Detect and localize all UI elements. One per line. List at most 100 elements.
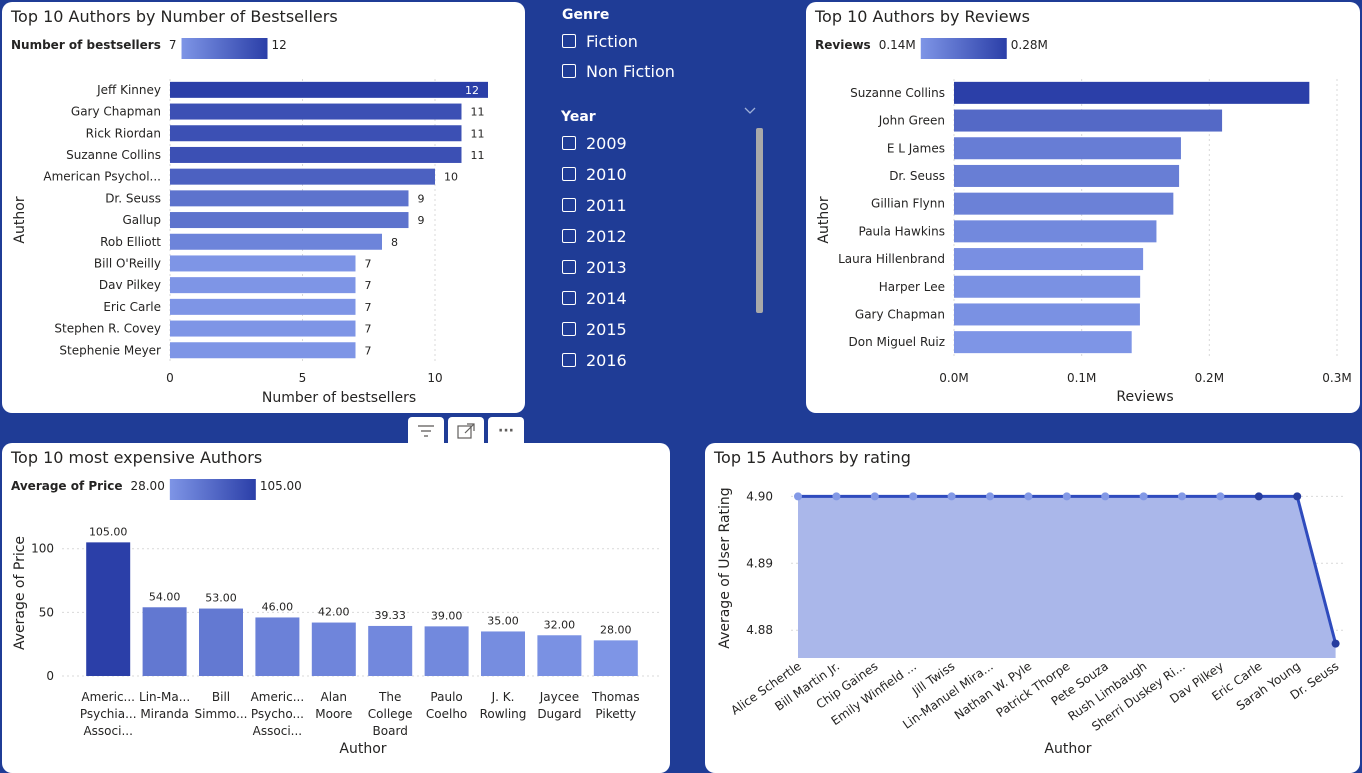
category-label: The: [378, 690, 401, 704]
legend-gradient: [169, 479, 256, 500]
category-label: Jaycee: [539, 690, 579, 704]
year-label-2012: 2012: [586, 226, 627, 246]
category-label: Lin-Ma...: [139, 690, 190, 704]
year-option-2016[interactable]: 2016: [562, 348, 627, 372]
checkbox-non-fiction[interactable]: [562, 64, 576, 78]
checkbox-2010[interactable]: [562, 167, 576, 181]
legend-gradient: [920, 38, 1007, 59]
data-label: 39.00: [431, 609, 463, 622]
year-slicer-scrollbar[interactable]: [756, 128, 763, 313]
category-label: Associ...: [253, 724, 302, 738]
y-tick-label: 50: [39, 605, 54, 619]
bar: [170, 342, 356, 359]
x-axis-title: Reviews: [1116, 389, 1173, 405]
year-option-2013[interactable]: 2013: [562, 255, 627, 279]
category-label: Simmo...: [195, 707, 248, 721]
category-label: Gallup: [122, 213, 161, 227]
category-label: Psychia...: [80, 707, 137, 721]
chart-title: Top 15 Authors by rating: [713, 448, 911, 467]
bar: [537, 635, 582, 676]
category-label: American Psychol...: [43, 170, 161, 184]
year-option-2015[interactable]: 2015: [562, 317, 627, 341]
category-label: Board: [373, 724, 408, 738]
y-tick-label: 100: [31, 542, 54, 556]
filter-button[interactable]: [408, 417, 444, 445]
year-option-2011[interactable]: 2011: [562, 193, 627, 217]
data-label: 11: [471, 127, 485, 140]
x-tick-label: 0.1M: [1067, 371, 1096, 385]
more-options-button[interactable]: ···: [488, 417, 524, 445]
data-point: [1178, 492, 1186, 501]
bar: [368, 625, 413, 676]
bar: [954, 192, 1174, 215]
category-label: College: [368, 707, 413, 721]
category-label: Miranda: [140, 707, 189, 721]
checkbox-2009[interactable]: [562, 136, 576, 150]
data-label: 12: [465, 84, 479, 97]
bar: [954, 137, 1181, 160]
checkbox-2012[interactable]: [562, 229, 576, 243]
data-point: [794, 492, 802, 501]
chart-title: Top 10 Authors by Number of Bestsellers: [10, 7, 338, 26]
genre-option-fiction[interactable]: Fiction: [562, 29, 638, 53]
data-label: 46.00: [262, 600, 294, 613]
category-label: E L James: [887, 141, 945, 155]
data-point: [1024, 492, 1033, 501]
bar: [954, 331, 1132, 354]
year-option-2012[interactable]: 2012: [562, 224, 627, 248]
year-option-2014[interactable]: 2014: [562, 286, 627, 310]
data-label: 54.00: [149, 590, 181, 603]
bar: [424, 626, 469, 676]
data-label: 28.00: [600, 623, 632, 636]
checkbox-fiction[interactable]: [562, 34, 576, 48]
category-label: Piketty: [595, 707, 636, 721]
bar: [481, 631, 525, 676]
y-tick-label: 4.89: [746, 556, 773, 570]
legend-label: Reviews: [815, 38, 871, 52]
category-label: Associ...: [83, 724, 132, 738]
category-label: Psycho...: [251, 707, 304, 721]
bar: [170, 146, 462, 163]
legend-label: Average of Price: [11, 479, 122, 493]
checkbox-2015[interactable]: [562, 322, 576, 336]
focus-mode-icon: [457, 423, 475, 439]
year-option-2010[interactable]: 2010: [562, 162, 627, 186]
category-label: Gillian Flynn: [871, 197, 945, 211]
price-chart: Top 10 most expensive Authors Average of …: [10, 448, 662, 757]
focus-mode-button[interactable]: [448, 417, 484, 445]
legend-min-label: 0.14M: [879, 38, 916, 52]
x-tick-label: 0.0M: [939, 371, 968, 385]
genre-option-non-fiction[interactable]: Non Fiction: [562, 59, 675, 83]
checkbox-2014[interactable]: [562, 291, 576, 305]
more-options-icon: ···: [498, 423, 514, 439]
bar: [954, 248, 1144, 271]
bar: [954, 303, 1140, 326]
checkbox-2013[interactable]: [562, 260, 576, 274]
category-label: Coelho: [426, 707, 467, 721]
bar: [954, 109, 1223, 132]
category-label: Suzanne Collins: [66, 148, 161, 162]
category-label: Gary Chapman: [71, 105, 161, 119]
data-label: 7: [365, 279, 372, 292]
year-option-2009[interactable]: 2009: [562, 131, 627, 155]
bar: [255, 617, 300, 676]
data-label: 9: [418, 214, 425, 227]
category-label: Paula Hawkins: [859, 224, 946, 238]
data-label: 7: [365, 323, 372, 336]
category-label: Americ...: [81, 690, 135, 704]
year-label-2015: 2015: [586, 319, 627, 339]
chart-title: Top 10 Authors by Reviews: [814, 7, 1030, 26]
bestsellers-card: Top 10 Authors by Number of Bestsellers N…: [2, 2, 525, 413]
data-label: 8: [391, 236, 398, 249]
y-axis-title: Average of User Rating: [717, 487, 733, 648]
bar: [170, 103, 462, 120]
data-point: [1062, 492, 1071, 501]
x-tick-label: 0: [166, 371, 174, 385]
chevron-down-icon[interactable]: [744, 104, 756, 118]
checkbox-2016[interactable]: [562, 353, 576, 367]
legend-max-label: 0.28M: [1011, 38, 1048, 52]
checkbox-2011[interactable]: [562, 198, 576, 212]
bar: [311, 622, 356, 676]
legend-min-label: 28.00: [130, 479, 164, 493]
year-label-2010: 2010: [586, 164, 627, 184]
